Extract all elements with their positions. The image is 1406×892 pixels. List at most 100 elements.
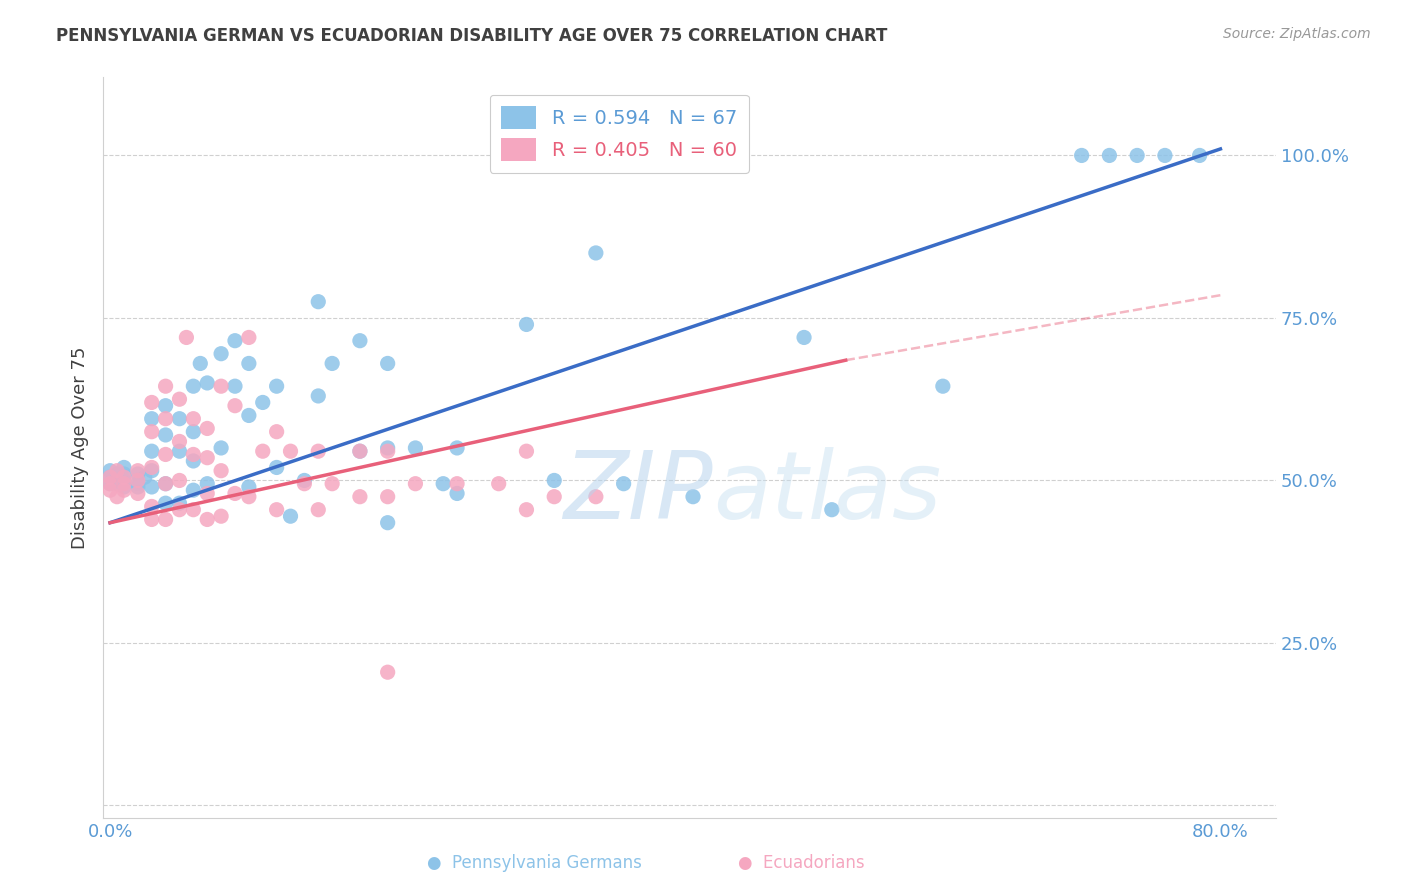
Point — [188, 356, 211, 370]
Text: ZIP: ZIP — [564, 447, 713, 538]
Point — [321, 356, 343, 370]
Point — [280, 444, 302, 458]
Point — [543, 490, 565, 504]
Point — [432, 476, 454, 491]
Point — [155, 447, 177, 461]
Point — [377, 444, 399, 458]
Point — [141, 411, 163, 425]
Point — [98, 470, 121, 484]
Point — [266, 425, 288, 439]
Point — [238, 490, 260, 504]
Point — [266, 460, 288, 475]
Point — [98, 464, 121, 478]
Point — [98, 470, 121, 484]
Point — [1154, 148, 1177, 162]
Point — [292, 476, 315, 491]
Point — [155, 512, 177, 526]
Legend: R = 0.594   N = 67, R = 0.405   N = 60: R = 0.594 N = 67, R = 0.405 N = 60 — [489, 95, 749, 172]
Point — [515, 502, 537, 516]
Point — [141, 464, 163, 478]
Point — [105, 490, 128, 504]
Point — [134, 470, 156, 484]
Point — [488, 476, 510, 491]
Point — [112, 467, 135, 481]
Point — [195, 376, 218, 390]
Point — [252, 395, 274, 409]
Point — [127, 464, 149, 478]
Point — [266, 379, 288, 393]
Point — [349, 490, 371, 504]
Point — [195, 512, 218, 526]
Point — [169, 392, 191, 407]
Point — [195, 450, 218, 465]
Point — [932, 379, 955, 393]
Point — [585, 490, 607, 504]
Point — [155, 428, 177, 442]
Point — [252, 444, 274, 458]
Point — [195, 421, 218, 435]
Point — [238, 409, 260, 423]
Point — [307, 444, 329, 458]
Point — [292, 474, 315, 488]
Point — [377, 665, 399, 680]
Point — [377, 356, 399, 370]
Text: ●  Ecuadorians: ● Ecuadorians — [738, 855, 865, 872]
Point — [209, 379, 232, 393]
Point — [141, 425, 163, 439]
Point — [821, 502, 844, 516]
Point — [112, 480, 135, 494]
Point — [209, 509, 232, 524]
Point — [155, 476, 177, 491]
Point — [446, 476, 468, 491]
Point — [280, 509, 302, 524]
Text: ●  Pennsylvania Germans: ● Pennsylvania Germans — [427, 855, 641, 872]
Point — [1070, 148, 1092, 162]
Point — [238, 330, 260, 344]
Point — [224, 334, 246, 348]
Point — [238, 480, 260, 494]
Point — [183, 483, 205, 498]
Point — [404, 476, 426, 491]
Point — [585, 246, 607, 260]
Point — [238, 356, 260, 370]
Text: Source: ZipAtlas.com: Source: ZipAtlas.com — [1223, 27, 1371, 41]
Point — [183, 447, 205, 461]
Point — [155, 496, 177, 510]
Point — [155, 411, 177, 425]
Point — [1098, 148, 1121, 162]
Point — [183, 411, 205, 425]
Point — [183, 502, 205, 516]
Point — [105, 467, 128, 481]
Point — [446, 441, 468, 455]
Point — [98, 483, 121, 498]
Point — [112, 460, 135, 475]
Point — [349, 334, 371, 348]
Point — [377, 516, 399, 530]
Point — [169, 502, 191, 516]
Point — [98, 476, 121, 491]
Point — [183, 454, 205, 468]
Point — [793, 330, 815, 344]
Point — [307, 389, 329, 403]
Point — [169, 434, 191, 449]
Point — [112, 470, 135, 484]
Point — [266, 502, 288, 516]
Point — [141, 480, 163, 494]
Point — [105, 464, 128, 478]
Point — [141, 444, 163, 458]
Point — [176, 330, 198, 344]
Point — [682, 490, 704, 504]
Point — [515, 318, 537, 332]
Point — [98, 476, 121, 491]
Point — [613, 476, 636, 491]
Point — [543, 474, 565, 488]
Point — [209, 464, 232, 478]
Point — [224, 379, 246, 393]
Point — [349, 444, 371, 458]
Point — [377, 441, 399, 455]
Point — [195, 476, 218, 491]
Point — [209, 441, 232, 455]
Point — [169, 444, 191, 458]
Point — [141, 500, 163, 514]
Point — [224, 486, 246, 500]
